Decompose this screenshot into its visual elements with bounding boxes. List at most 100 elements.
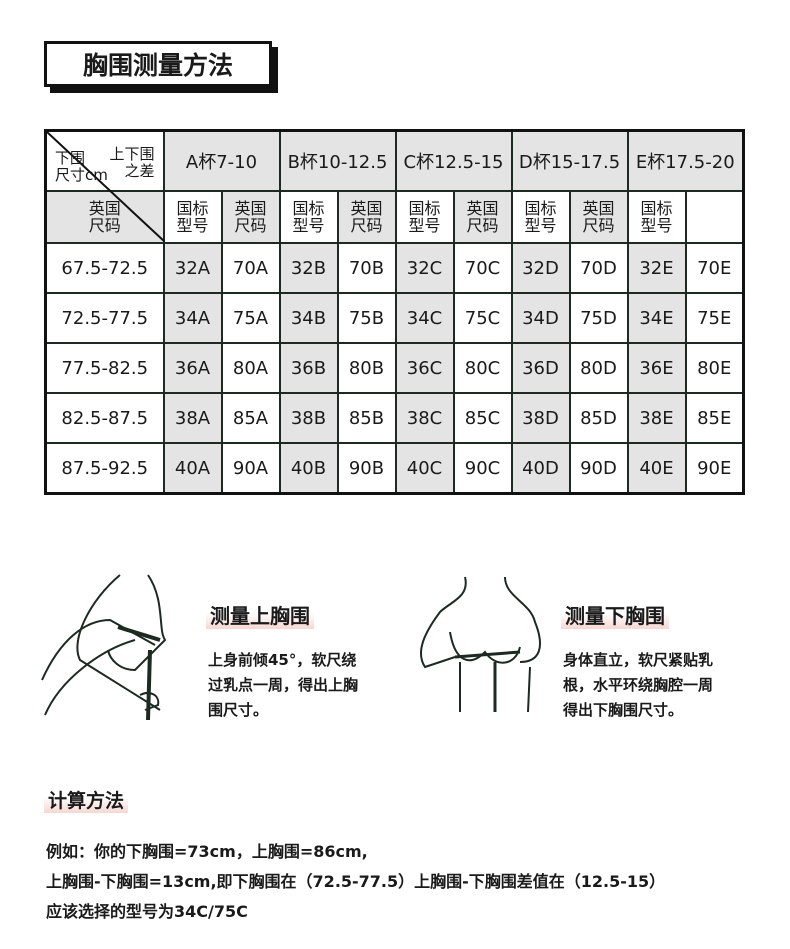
header-line: 尺码 (88, 216, 121, 235)
header-line: 英国 (350, 199, 383, 218)
header-line: 英国 (88, 199, 121, 218)
header-line: 型号 (292, 216, 325, 235)
desc-line: 围尺寸。 (208, 701, 269, 719)
desc-line: 根，水平环绕胸腔一周 (563, 676, 714, 694)
desc-line: 得出下胸围尺寸。 (563, 701, 684, 719)
header-line: 国标 (176, 199, 209, 218)
calc-line-1: 例如：你的下胸围=73cm，上胸围=86cm, (46, 842, 368, 861)
header-line: 国标 (292, 199, 325, 218)
size-cell: 38A (162, 392, 223, 444)
corner-bottom-2: 尺寸cm (55, 166, 108, 184)
size-cell: 40E (626, 442, 687, 495)
size-cell: 90E (684, 442, 745, 495)
cn-size-header: 国标 型号 (394, 190, 455, 244)
size-cell: 70C (452, 242, 513, 294)
header-line: 型号 (640, 216, 673, 235)
header-line: 国标 (408, 199, 441, 218)
size-cell: 80D (568, 342, 629, 394)
table-row: 82.5-87.5 38A 85A 38B 85B 38C 85C 38D 85D 38E 85E (44, 392, 745, 444)
size-cell: 34C (394, 292, 455, 344)
desc-line: 身体直立，软尺紧贴乳 (563, 651, 714, 669)
page-title: 胸围测量方法 (44, 41, 272, 87)
size-cell: 80A (220, 342, 281, 394)
size-cell: 90D (568, 442, 629, 495)
uk-size-header: 英国 尺码 (452, 190, 513, 244)
size-cell: 80E (684, 342, 745, 394)
size-cell: 70B (336, 242, 397, 294)
header-line: 英国 (466, 199, 499, 218)
size-cell: 38E (626, 392, 687, 444)
size-cell: 75A (220, 292, 281, 344)
cn-size-header: 国标 型号 (626, 190, 687, 244)
under-bust-illustration (420, 576, 541, 713)
table-row: 87.5-92.5 40A 90A 40B 90B 40C 90C 40D 90D 40E 90E (44, 442, 745, 495)
cup-header: A杯7-10 (162, 129, 281, 192)
corner-top-1: 上下围 (109, 145, 155, 163)
size-cell: 85A (220, 392, 281, 444)
size-cell: 85E (684, 392, 745, 444)
underbust-range: 87.5-92.5 (44, 442, 165, 495)
cn-size-header: 国标 型号 (278, 190, 339, 244)
calc-line-2: 上胸围-下胸围=13cm,即下胸围在（72.5-77.5）上胸围-下胸围差值在（… (46, 872, 666, 891)
cn-size-header: 国标 型号 (510, 190, 571, 244)
underbust-range: 67.5-72.5 (44, 242, 165, 294)
header-line: 尺码 (350, 216, 383, 235)
size-cell: 32B (278, 242, 339, 294)
uk-size-header: 英国 尺码 (220, 190, 281, 244)
table-row: 72.5-77.5 34A 75A 34B 75B 34C 75C 34D 75D 34E 75E (44, 292, 745, 344)
size-cell: 32E (626, 242, 687, 294)
size-cell: 70E (684, 242, 745, 294)
upper-bust-desc: 上身前倾45°，软尺绕 过乳点一周，得出上胸 围尺寸。 (208, 648, 358, 723)
size-cell: 32D (510, 242, 571, 294)
subheader-row: 英国 尺码 国标 型号 英国 尺码 国标 型号 英国 尺码 国标 型号 英国 尺码 国标 型号 英国 尺码 国标 型号 (44, 190, 744, 244)
cup-header: D杯15-17.5 (510, 129, 629, 192)
uk-size-header: 英国 尺码 (568, 190, 629, 244)
under-bust-desc: 身体直立，软尺紧贴乳 根，水平环绕胸腔一周 得出下胸围尺寸。 (563, 648, 713, 723)
header-line: 尺码 (582, 216, 615, 235)
size-cell: 85D (568, 392, 629, 444)
header-line: 型号 (176, 216, 209, 235)
cup-header: C杯12.5-15 (394, 129, 513, 192)
size-cell: 85B (336, 392, 397, 444)
size-cell: 40B (278, 442, 339, 495)
header-line: 英国 (234, 199, 267, 218)
header-line: 英国 (582, 199, 615, 218)
size-cell: 38B (278, 392, 339, 444)
table-row: 67.5-72.5 32A 70A 32B 70B 32C 70C 32D 70D 32E 70E (44, 242, 745, 294)
size-cell: 75E (684, 292, 745, 344)
cup-header: B杯10-12.5 (278, 129, 397, 192)
size-cell: 90B (336, 442, 397, 495)
size-cell: 70D (568, 242, 629, 294)
underbust-range: 77.5-82.5 (44, 342, 165, 394)
size-cell: 90C (452, 442, 513, 495)
size-cell: 75D (568, 292, 629, 344)
size-cell: 80B (336, 342, 397, 394)
header-line: 国标 (640, 199, 673, 218)
size-cell: 34D (510, 292, 571, 344)
table-row: 77.5-82.5 36A 80A 36B 80B 36C 80C 36D 80D 36E 80E (44, 342, 745, 394)
corner-bottom-1: 下围 (55, 149, 86, 167)
size-cell: 36D (510, 342, 571, 394)
desc-line: 上身前倾45°，软尺绕 (208, 651, 357, 669)
calc-line-3: 应该选择的型号为34C/75C (46, 902, 248, 921)
underbust-range: 72.5-77.5 (44, 292, 165, 344)
under-bust-title: 测量下胸围 (561, 600, 669, 629)
size-cell: 40C (394, 442, 455, 495)
cup-header: E杯17.5-20 (626, 129, 745, 192)
size-cell: 36E (626, 342, 687, 394)
calc-title: 计算方法 (44, 786, 129, 813)
uk-size-header: 英国 尺码 (336, 190, 397, 244)
upper-bust-title: 测量上胸围 (206, 600, 314, 629)
header-line: 型号 (408, 216, 441, 235)
size-cell: 80C (452, 342, 513, 394)
uk-size-header: 英国 尺码 (44, 190, 165, 244)
header-row: 上下围 之差 下围 尺寸cm A杯7-10 B杯10-12.5 C杯12.5-15 D杯1… (44, 129, 745, 242)
size-cell: 34A (162, 292, 223, 344)
upper-bust-illustration (41, 574, 167, 721)
size-cell: 70A (220, 242, 281, 294)
size-cell: 36C (394, 342, 455, 394)
size-table: 上下围 之差 下围 尺寸cm A杯7-10 B杯10-12.5 C杯12.5-15 D杯1… (44, 129, 745, 495)
underbust-range: 82.5-87.5 (44, 392, 165, 444)
desc-line: 过乳点一周，得出上胸 (208, 676, 359, 694)
